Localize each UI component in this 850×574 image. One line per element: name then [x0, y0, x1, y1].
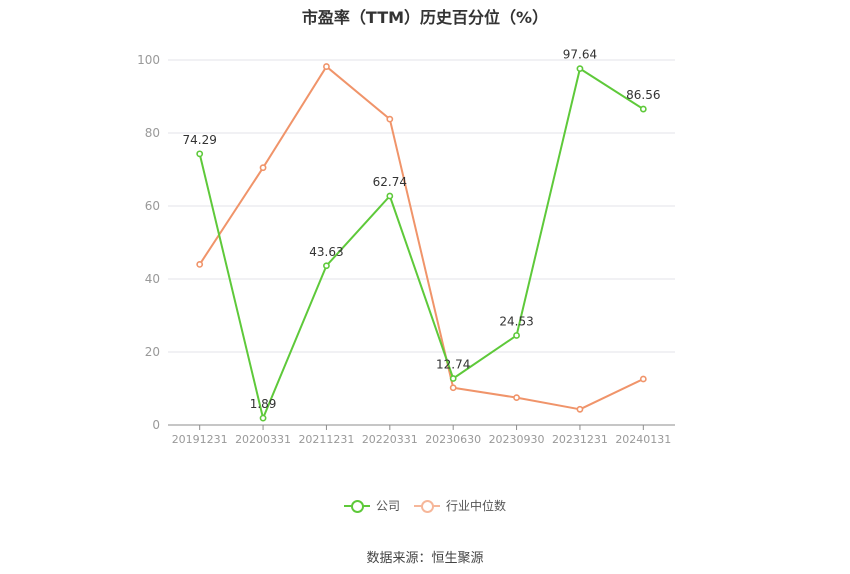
data-label-company: 97.64 [563, 48, 597, 62]
y-tick-label: 20 [145, 345, 160, 359]
legend-label-industry-median: 行业中位数 [446, 499, 507, 513]
x-tick-label: 20220331 [362, 433, 418, 446]
series-group [196, 63, 647, 422]
point-industry-median [386, 115, 394, 123]
legend-swatch-industry-icon [414, 499, 440, 513]
data-label-company: 74.29 [183, 133, 217, 147]
legend-label-company: 公司 [375, 499, 400, 513]
point-company [576, 65, 584, 73]
point-company [386, 192, 394, 200]
point-industry-median [259, 164, 267, 172]
data-labels: 74.29 1.89 43.63 62.74 12.74 24.53 97.64 86.56 [183, 48, 661, 411]
data-source: 数据来源：恒生聚源 [366, 551, 484, 566]
point-industry-median [196, 260, 204, 268]
point-industry-median [639, 375, 647, 383]
data-label-company: 86.56 [626, 88, 660, 102]
x-axis: 20191231 20200331 20211231 20220331 20230630… [168, 424, 675, 446]
data-label-company: 1.89 [250, 397, 277, 411]
legend-item-industry-median[interactable]: 行业中位数 [414, 497, 506, 514]
point-company [323, 262, 330, 270]
point-company [259, 414, 267, 422]
chart-title: 市盈率（TTM）历史百分位（%） [301, 8, 549, 27]
data-label-company: 24.53 [499, 314, 533, 328]
y-tick-label: 40 [145, 272, 160, 286]
point-industry-median [323, 63, 330, 70]
y-tick-label: 60 [145, 199, 160, 213]
x-tick-label: 20231231 [552, 433, 608, 446]
y-axis: 0 20 40 60 80 100 [137, 53, 160, 432]
data-label-company: 43.63 [309, 245, 343, 259]
series-line-company [198, 67, 644, 420]
point-industry-median [513, 394, 520, 402]
x-tick-label: 20230930 [489, 433, 545, 446]
point-industry-median [449, 384, 457, 392]
legend-swatch-company-icon [343, 499, 370, 513]
point-industry-median [576, 405, 584, 413]
point-company [449, 375, 457, 382]
legend: 公司 行业中位数 [0, 497, 850, 514]
y-tick-label: 0 [152, 418, 160, 432]
x-tick-label: 20240131 [615, 433, 671, 446]
data-label-company: 62.74 [373, 175, 407, 189]
x-tick-label: 20191231 [172, 433, 228, 446]
x-tick-label: 20211231 [298, 433, 354, 446]
x-tick-label: 20200331 [235, 433, 291, 446]
grid-lines [168, 59, 675, 353]
y-tick-label: 100 [137, 53, 160, 67]
point-company [196, 150, 204, 158]
point-company [513, 332, 520, 339]
data-label-company: 12.74 [436, 357, 470, 371]
x-tick-label: 20230630 [425, 433, 481, 446]
series-line-industry-median [198, 65, 644, 411]
legend-item-company[interactable]: 公司 [343, 497, 400, 514]
y-tick-label: 80 [145, 126, 160, 140]
point-company [639, 105, 647, 113]
